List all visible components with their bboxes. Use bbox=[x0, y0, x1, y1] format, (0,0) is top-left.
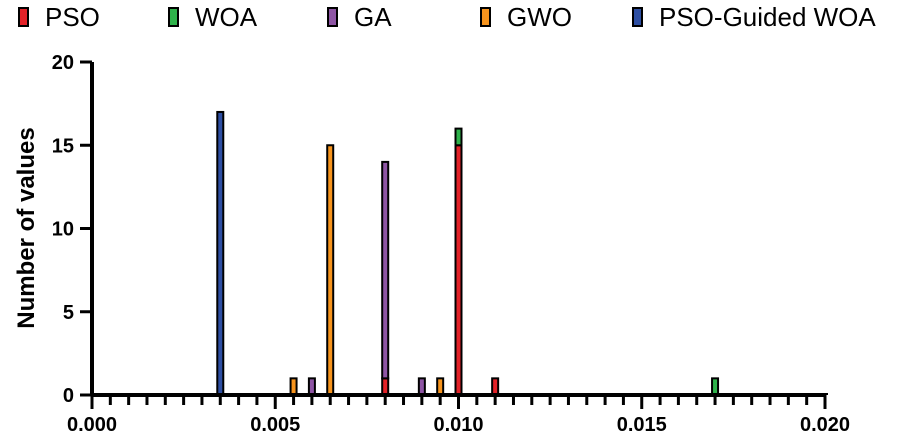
x-tick-label: 0.020 bbox=[800, 414, 850, 436]
x-tick-label: 0.015 bbox=[617, 414, 667, 436]
bar-pso-guided-woa-0.00350 bbox=[216, 110, 225, 396]
bar-gwo-0.00550 bbox=[289, 377, 298, 397]
legend-item-pso: PSO bbox=[18, 2, 100, 32]
bar-ga-0.00800 bbox=[381, 160, 390, 380]
legend-label-gwo: GWO bbox=[507, 1, 572, 32]
y-tick-label: 10 bbox=[52, 219, 74, 241]
y-tick-label: 5 bbox=[63, 302, 74, 324]
bar-gwo-0.00650 bbox=[326, 144, 335, 396]
legend-label-woa: WOA bbox=[195, 1, 258, 32]
legend-label-pso: PSO bbox=[45, 1, 100, 32]
legend-item-ga: GA bbox=[327, 2, 392, 32]
legend-swatch-woa bbox=[168, 7, 179, 27]
bar-ga-0.00900 bbox=[417, 377, 426, 397]
y-axis-title: Number of values bbox=[13, 127, 40, 328]
bar-ga-0.00600 bbox=[307, 377, 316, 397]
y-tick-label: 20 bbox=[52, 52, 74, 74]
legend-swatch-pso-guided-woa bbox=[632, 7, 643, 27]
axes-layer: 0.000 0.005 0.010 0.015 0.020 0 5 10 15 20 bbox=[52, 52, 850, 436]
bar-pso-0.01100 bbox=[491, 377, 500, 397]
bar-gwo-0.00950 bbox=[436, 377, 445, 397]
bar-woa-0.01000 bbox=[454, 127, 463, 147]
y-tick-label: 0 bbox=[63, 385, 74, 407]
legend-swatch-pso bbox=[18, 7, 29, 27]
legend-item-pso-guided-woa: PSO-Guided WOA bbox=[632, 2, 876, 32]
x-tick-label: 0.010 bbox=[433, 414, 483, 436]
legend-item-woa: WOA bbox=[168, 2, 257, 32]
x-tick-label: 0.005 bbox=[250, 414, 300, 436]
bar-woa-0.01700 bbox=[711, 377, 720, 397]
bar-pso-0.01000 bbox=[454, 144, 463, 396]
legend-swatch-gwo bbox=[480, 7, 491, 27]
legend-label-pso-guided-woa: PSO-Guided WOA bbox=[659, 1, 876, 32]
y-tick-label: 15 bbox=[52, 135, 74, 157]
legend-swatch-ga bbox=[327, 7, 338, 27]
legend-label-ga: GA bbox=[354, 1, 392, 32]
x-tick-label: 0.000 bbox=[67, 414, 117, 436]
bar-pso-0.00800 bbox=[381, 377, 390, 397]
legend-item-gwo: GWO bbox=[480, 2, 572, 32]
bars-layer bbox=[198, 110, 828, 397]
